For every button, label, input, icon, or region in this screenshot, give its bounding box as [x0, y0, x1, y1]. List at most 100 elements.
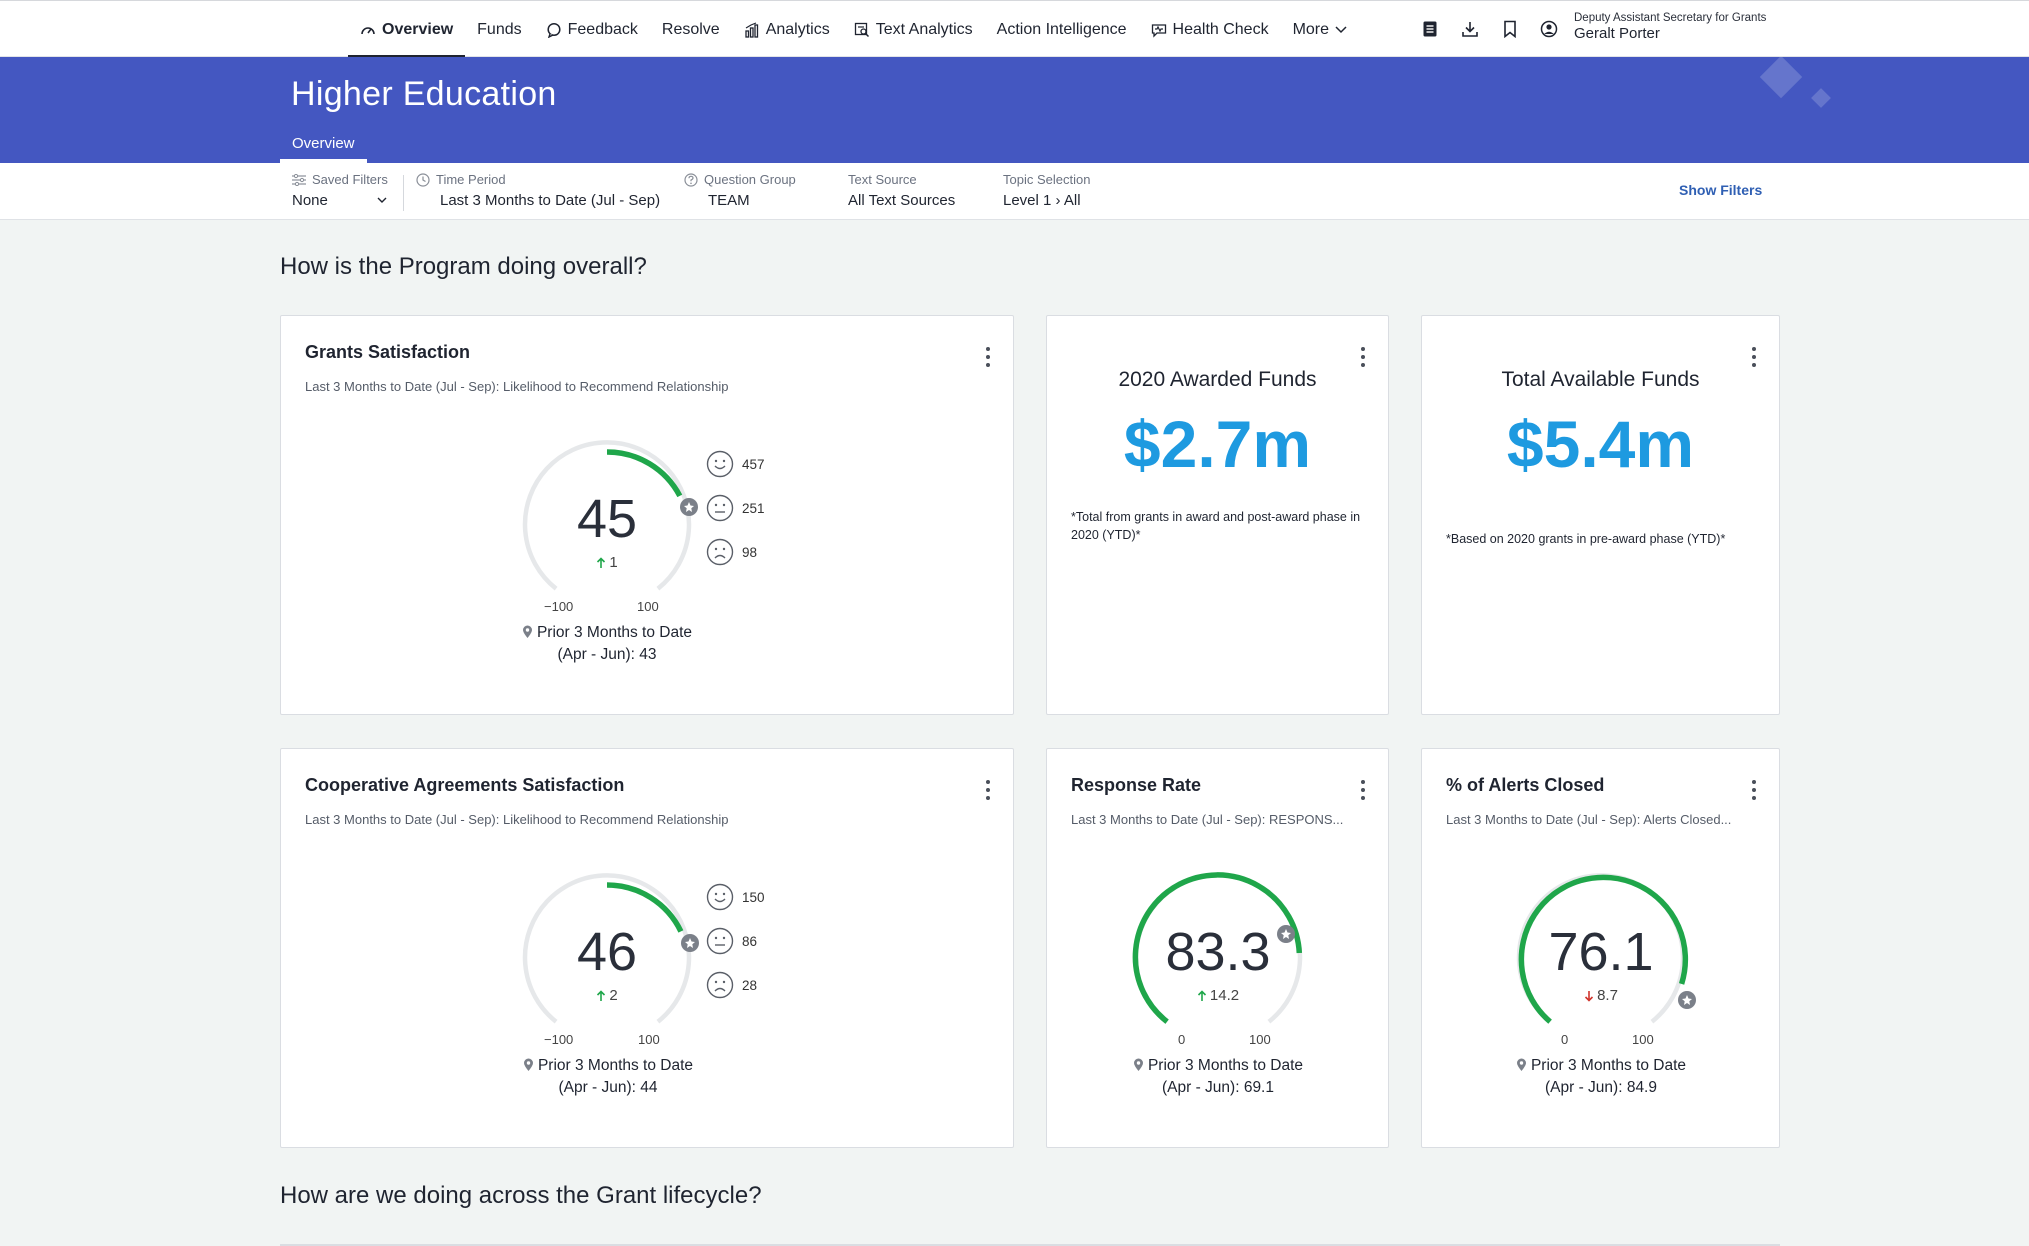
- card-title: Grants Satisfaction: [305, 342, 471, 362]
- nav-item-funds[interactable]: Funds: [465, 1, 533, 58]
- gauge-delta: 2: [507, 987, 707, 1004]
- detractors-count: 98: [742, 544, 758, 560]
- delta-value: 2: [609, 987, 618, 1004]
- promoters-count: 457: [742, 456, 765, 472]
- gauge-min: −100: [544, 599, 574, 614]
- neutral-face-icon: [706, 494, 734, 522]
- response-rate-card: Response Rate Last 3 Months to Date (Jul…: [1046, 748, 1389, 1148]
- prior-period: Prior 3 Months to Date (Apr - Jun): 43: [457, 622, 757, 666]
- gauge-value: 45: [576, 489, 638, 549]
- filter-value: None: [292, 192, 328, 209]
- promoters-row: 150: [706, 875, 765, 919]
- passives-row: 251: [706, 486, 765, 530]
- filter-bar: Saved Filters None Time Period Last 3 Mo…: [0, 163, 2029, 220]
- nav-item-text-analytics[interactable]: Text Analytics: [842, 1, 985, 58]
- time-period-filter[interactable]: Time Period Last 3 Months to Date (Jul -…: [416, 172, 660, 209]
- gauge-max: 100: [637, 599, 659, 614]
- promoters-count: 150: [742, 889, 765, 905]
- bookmark-icon[interactable]: [1490, 9, 1530, 49]
- detractors-row: 28: [706, 963, 765, 1007]
- prior-line1: Prior 3 Months to Date: [536, 624, 693, 641]
- more-options-icon[interactable]: [978, 342, 998, 372]
- nav-item-action-intelligence[interactable]: Action Intelligence: [985, 1, 1139, 58]
- bar-chart-icon: [745, 21, 758, 38]
- card-title: Cooperative Agreements Satisfaction: [305, 775, 625, 795]
- metric-value: $2.7m: [1123, 407, 1312, 481]
- location-pin-icon: [523, 1058, 533, 1071]
- sad-face-icon: [706, 971, 734, 999]
- passives-row: 86: [706, 919, 765, 963]
- filter-label: Question Group: [704, 172, 796, 187]
- section-heading-lifecycle: How are we doing across the Grant lifecy…: [280, 1182, 762, 1209]
- user-menu[interactable]: Deputy Assistant Secretary for Grants Ge…: [1574, 12, 1766, 42]
- nav-item-feedback[interactable]: Feedback: [534, 1, 650, 58]
- nav-label: More: [1292, 20, 1330, 38]
- filter-label: Time Period: [436, 172, 506, 187]
- section-heading-overall: How is the Program doing overall?: [280, 253, 647, 280]
- passives-count: 251: [742, 500, 765, 516]
- more-options-icon[interactable]: [1353, 775, 1373, 805]
- filter-label: Text Source: [848, 172, 917, 187]
- arrow-up-icon: [597, 989, 606, 1001]
- nav-item-resolve[interactable]: Resolve: [650, 1, 732, 58]
- show-filters-button[interactable]: Show Filters: [1679, 182, 1763, 198]
- card-title: Response Rate: [1071, 775, 1202, 795]
- nav-item-overview[interactable]: Overview: [348, 1, 466, 59]
- user-role: Deputy Assistant Secretary for Grants: [1574, 12, 1767, 24]
- sentiment-breakdown: 150 86 28: [706, 875, 765, 1007]
- prior-line1: Prior 3 Months to Date: [1530, 1057, 1687, 1074]
- report-icon[interactable]: [1410, 9, 1450, 49]
- more-options-icon[interactable]: [1353, 342, 1373, 372]
- prior-line1: Prior 3 Months to Date: [537, 1057, 694, 1074]
- sad-face-icon: [706, 538, 734, 566]
- filter-value: All Text Sources: [848, 192, 956, 209]
- card-subtitle: Last 3 Months to Date (Jul - Sep): Alert…: [1446, 812, 1732, 827]
- rate-gauge: [1132, 872, 1303, 1024]
- decorative-diamond: [1759, 57, 1803, 99]
- text-source-filter[interactable]: Text Source All Text Sources: [848, 172, 955, 209]
- nav-label: Funds: [477, 20, 522, 38]
- text-search-icon: [854, 22, 869, 37]
- decorative-diamond: [1811, 88, 1831, 108]
- location-pin-icon: [1133, 1058, 1143, 1071]
- chat-icon: [547, 22, 561, 38]
- tab-overview[interactable]: Overview: [280, 124, 367, 163]
- prior-line2: (Apr - Jun): 44: [558, 1079, 658, 1096]
- saved-filters[interactable]: Saved Filters None: [292, 172, 388, 209]
- tab-label: Overview: [292, 135, 355, 152]
- chevron-down-icon: [377, 197, 387, 203]
- card-title: Total Available Funds: [1501, 368, 1700, 391]
- metric-value: $5.4m: [1506, 407, 1695, 481]
- health-check-icon: [1151, 23, 1166, 38]
- gauge-max: 100: [1632, 1032, 1654, 1047]
- card-subtitle: Last 3 Months to Date (Jul - Sep): RESPO…: [1071, 812, 1344, 827]
- page-title: Higher Education: [291, 75, 557, 113]
- prior-line1: Prior 3 Months to Date: [1147, 1057, 1304, 1074]
- more-options-icon[interactable]: [1744, 775, 1764, 805]
- delta-value: 8.7: [1597, 987, 1618, 1004]
- download-icon[interactable]: [1450, 9, 1490, 49]
- card-title: % of Alerts Closed: [1446, 775, 1605, 795]
- promoters-row: 457: [706, 442, 765, 486]
- prior-period: Prior 3 Months to Date (Apr - Jun): 84.9: [1451, 1055, 1751, 1099]
- location-pin-icon: [522, 625, 532, 638]
- metric-note: *Based on 2020 grants in pre-award phase…: [1446, 532, 1726, 546]
- filter-value: Last 3 Months to Date (Jul - Sep): [440, 192, 661, 209]
- topic-selection-filter[interactable]: Topic Selection Level 1 › All: [1003, 172, 1090, 209]
- gauge-icon: [361, 26, 375, 34]
- prior-line2: (Apr - Jun): 84.9: [1545, 1079, 1657, 1096]
- nav-item-health-check[interactable]: Health Check: [1139, 1, 1281, 58]
- question-icon: [684, 172, 698, 187]
- nav-item-analytics[interactable]: Analytics: [732, 1, 842, 58]
- more-options-icon[interactable]: [978, 775, 998, 805]
- prior-period: Prior 3 Months to Date (Apr - Jun): 69.1: [1068, 1055, 1368, 1099]
- question-group-filter[interactable]: Question Group TEAM: [684, 172, 796, 209]
- user-avatar-icon[interactable]: [1529, 9, 1569, 49]
- metric-note: *Total from grants in award and post-awa…: [1071, 510, 1361, 542]
- nav-item-more[interactable]: More: [1281, 1, 1359, 58]
- delta-value: 14.2: [1209, 987, 1240, 1004]
- gauge-min: −100: [544, 1032, 574, 1047]
- card-subtitle: Last 3 Months to Date (Jul - Sep): Likel…: [305, 379, 729, 394]
- more-options-icon[interactable]: [1744, 342, 1764, 372]
- rate-gauge: [1516, 873, 1696, 1024]
